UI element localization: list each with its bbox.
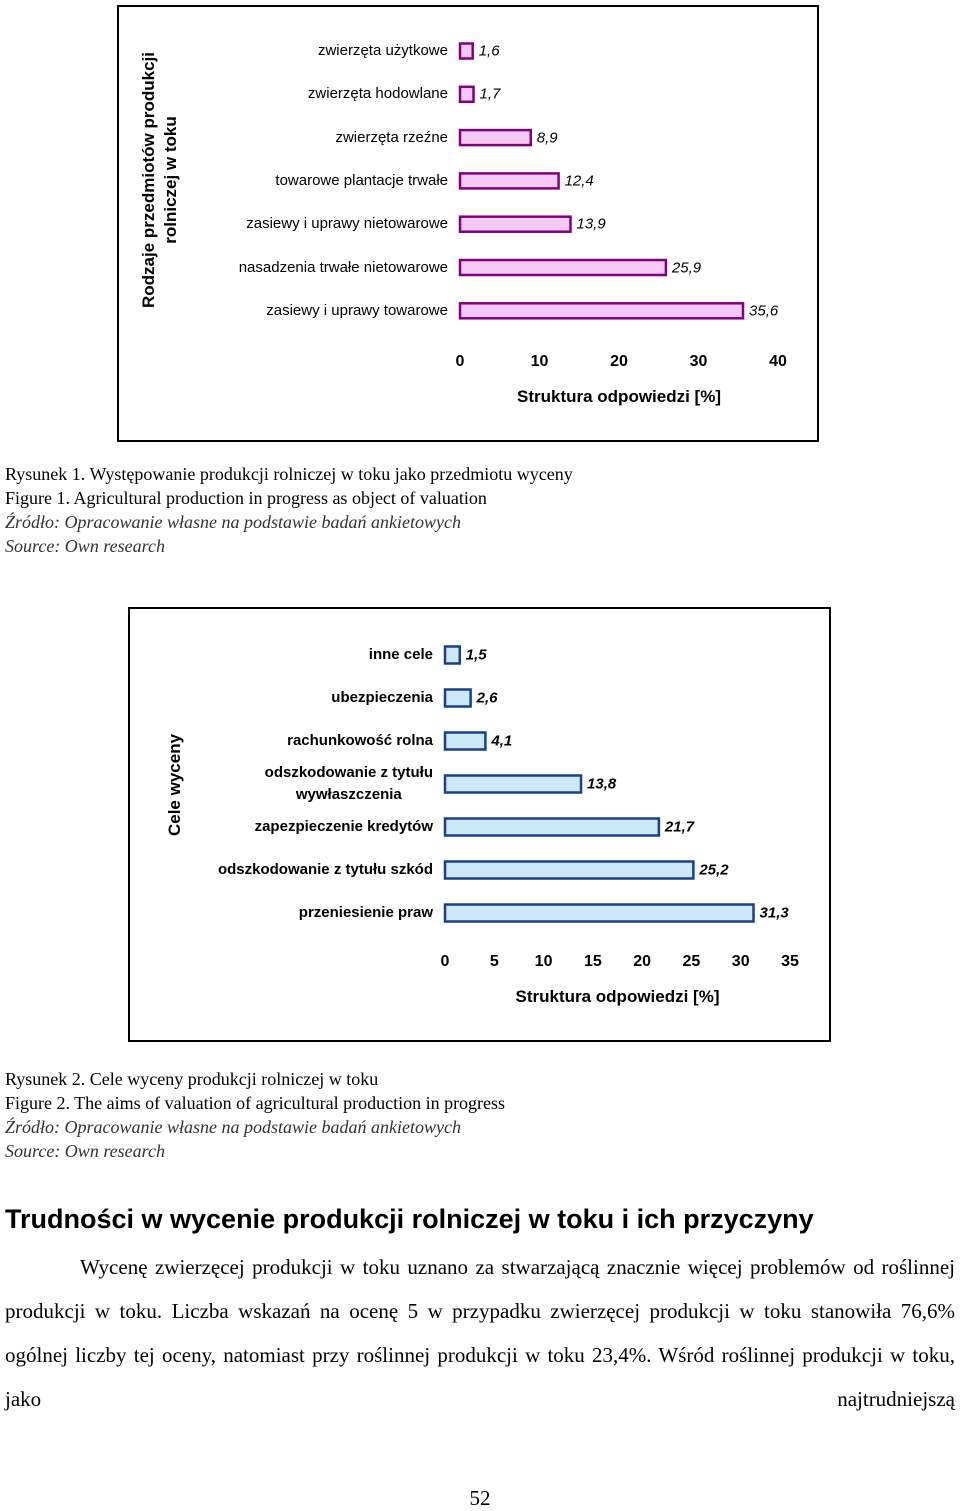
source-en: Source: Own research (5, 536, 165, 556)
y-tick-label: zwierzęta hodowlane (307, 85, 448, 103)
bar (443, 645, 462, 665)
section-heading: Trudności w wycenie produkcji rolniczej … (5, 1204, 814, 1234)
bar (443, 860, 695, 880)
page-number: 52 (469, 1486, 491, 1510)
bar (458, 42, 474, 60)
y-tick-label: zasiewy i uprawy towarowe (266, 301, 448, 319)
y-tick-label: zwierzęta użytkowe (317, 42, 448, 59)
y-tick-label: rachunkowość rolna (287, 732, 433, 749)
x-tick-label: 0 (440, 953, 450, 970)
figure-caption: Rysunek 2. Cele wyceny produkcji rolnicz… (5, 1067, 505, 1163)
caption-pl: Rysunek 2. Cele wyceny produkcji rolnicz… (5, 1069, 379, 1089)
x-tick-label: 5 (489, 953, 499, 970)
value-label: 13,8 (587, 775, 617, 793)
x-tick-label: 30 (689, 353, 708, 370)
x-tick-label: 20 (633, 953, 652, 970)
bar (458, 302, 745, 320)
y-tick-label: towarowe plantacje trwałe (275, 171, 448, 189)
x-tick-label: 10 (530, 353, 549, 370)
y-tick-label: odszkodowanie z tytułu wywłaszczenia (264, 764, 433, 803)
y-axis-title: Cele wyceny (165, 733, 184, 837)
bar (443, 774, 583, 794)
source-pl: Źródło: Opracowanie własne na podstawie … (5, 512, 461, 532)
figure-caption: Rysunek 1. Występowanie produkcji rolnic… (5, 462, 573, 558)
x-tick-label: 40 (769, 353, 787, 370)
bar (458, 85, 475, 104)
bar (458, 172, 560, 190)
bar (458, 215, 572, 233)
x-tick-label: 15 (583, 953, 602, 970)
y-tick-label: nasadzenia trwałe nietowarowe (238, 258, 448, 276)
value-label: 4,1 (491, 732, 513, 750)
value-label: 31,3 (759, 904, 789, 922)
value-label: 25,2 (699, 861, 729, 879)
x-axis-title: Struktura odpowiedzi [%] (517, 387, 721, 406)
bar (443, 903, 755, 923)
bar (458, 128, 533, 147)
x-tick-label: 35 (781, 953, 799, 970)
chart-frame (117, 5, 819, 442)
value-label: 25,9 (671, 259, 702, 276)
value-label: 1,7 (479, 85, 501, 103)
value-label: 21,7 (664, 818, 695, 836)
value-label: 8,9 (536, 129, 558, 147)
bar (458, 258, 668, 277)
x-tick-label: 25 (682, 953, 701, 970)
y-tick-label: zwierzęta rzeźne (335, 128, 448, 146)
y-tick-label: przeniesienie praw (298, 904, 433, 921)
y-tick-label: zasiewy i uprawy nietowarowe (246, 215, 448, 233)
value-label: 13,9 (576, 215, 606, 233)
value-label: 1,6 (478, 42, 500, 60)
paragraph: Wycenę zwierzęcej produkcji w toku uznan… (5, 1255, 955, 1411)
x-axis-title: Struktura odpowiedzi [%] (515, 987, 720, 1006)
value-label: 2,6 (476, 689, 498, 707)
bar (443, 731, 487, 751)
source-pl: Źródło: Opracowanie własne na podstawie … (5, 1117, 461, 1137)
value-label: 1,5 (465, 646, 487, 664)
bar (443, 817, 661, 837)
caption-pl: Rysunek 1. Występowanie produkcji rolnic… (5, 464, 573, 484)
y-tick-label: zapezpieczenie kredytów (254, 818, 433, 835)
source-en: Source: Own research (5, 1141, 165, 1161)
x-tick-label: 30 (731, 953, 750, 970)
caption-en: Figure 2. The aims of valuation of agric… (5, 1093, 506, 1113)
y-tick-label: ubezpieczenia (331, 689, 433, 706)
y-axis-title: Rodzaje przedmiotów produkcji rolniczej … (139, 52, 180, 308)
value-label: 12,4 (564, 172, 594, 190)
x-tick-label: 10 (534, 953, 553, 970)
chart-frame (128, 607, 831, 1042)
caption-en: Figure 1. Agricultural production in pro… (5, 488, 487, 508)
value-label: 35,6 (749, 302, 779, 320)
x-tick-label: 20 (610, 353, 628, 370)
bar (443, 688, 472, 708)
y-tick-label: inne cele (368, 646, 433, 663)
y-tick-label: odszkodowanie z tytułu szkód (217, 861, 433, 878)
x-tick-label: 0 (455, 353, 465, 370)
